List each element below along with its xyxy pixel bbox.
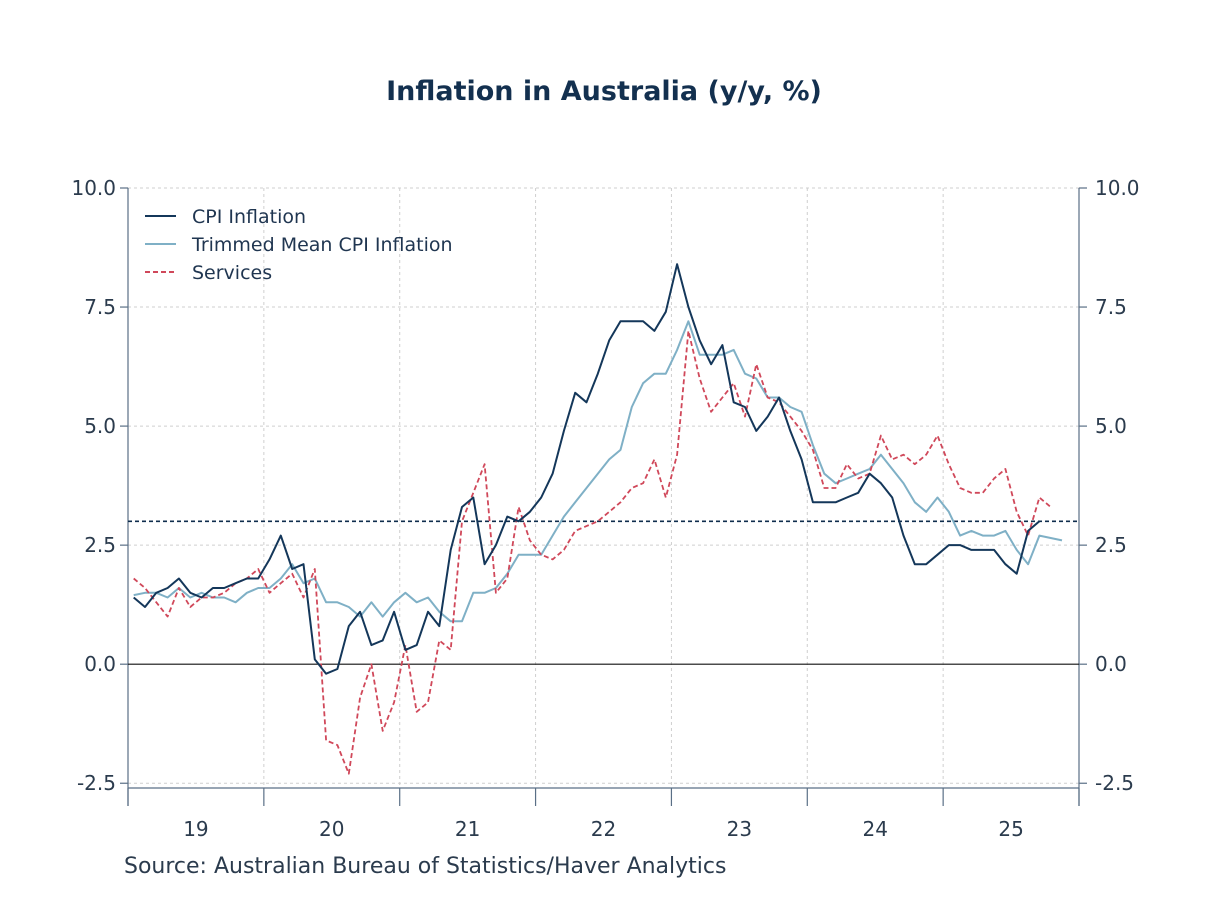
y-tick-label-left: 7.5 bbox=[84, 295, 116, 319]
chart-title: Inflation in Australia (y/y, %) bbox=[386, 76, 822, 107]
x-tick-label: 22 bbox=[591, 817, 616, 841]
y-tick-label-right: -2.5 bbox=[1095, 771, 1134, 795]
series-line-trimmed-mean-cpi-inflation bbox=[133, 320, 1063, 623]
x-tick-label: 25 bbox=[998, 817, 1023, 841]
legend-label-trimmed-mean-cpi-inflation: Trimmed Mean CPI Inflation bbox=[191, 234, 453, 256]
y-tick-label-right: 5.0 bbox=[1095, 414, 1127, 438]
y-tick-label-right: 0.0 bbox=[1095, 652, 1127, 676]
x-tick-label: 24 bbox=[862, 817, 887, 841]
x-tick-label: 20 bbox=[319, 817, 344, 841]
series-group bbox=[128, 263, 1079, 775]
legend-label-services: Services bbox=[192, 262, 272, 284]
y-tick-label-right: 2.5 bbox=[1095, 533, 1127, 557]
y-tick-label-left: 2.5 bbox=[84, 533, 116, 557]
y-tick-label-right: 7.5 bbox=[1095, 295, 1127, 319]
series-line-cpi-inflation bbox=[133, 263, 1041, 675]
x-tick-label: 23 bbox=[727, 817, 752, 841]
series-line-services bbox=[133, 329, 1052, 775]
grid-lines bbox=[128, 187, 1079, 788]
source-note: Source: Australian Bureau of Statistics/… bbox=[124, 854, 727, 879]
y-tick-label-left: 0.0 bbox=[84, 652, 116, 676]
y-tick-label-left: 5.0 bbox=[84, 414, 116, 438]
x-tick-label: 21 bbox=[455, 817, 480, 841]
legend: CPI Inflation Trimmed Mean CPI Inflation S… bbox=[145, 206, 453, 284]
x-tick-label: 19 bbox=[183, 817, 208, 841]
y-tick-label-left: 10.0 bbox=[71, 176, 116, 200]
legend-label-cpi-inflation: CPI Inflation bbox=[192, 206, 306, 228]
y-tick-label-left: -2.5 bbox=[77, 771, 116, 795]
axes: 10.0 10.0 7.5 7.5 5.0 5.0 2.5 2.5 0.0 0.0 -2.5 -2.5… bbox=[71, 176, 1139, 841]
y-tick-label-right: 10.0 bbox=[1095, 176, 1140, 200]
